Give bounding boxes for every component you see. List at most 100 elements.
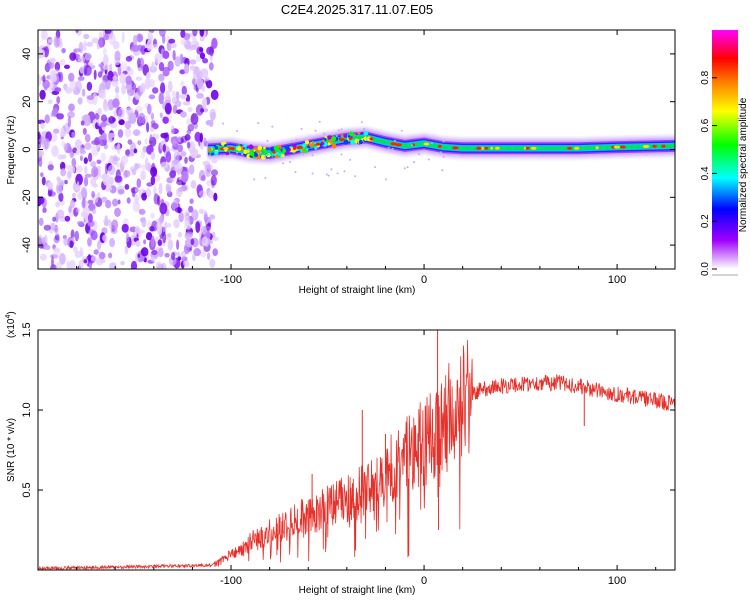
noise-blob bbox=[177, 256, 182, 261]
noise-blob bbox=[126, 66, 131, 71]
noise-blob bbox=[125, 149, 130, 156]
noise-blob bbox=[101, 79, 107, 91]
noise-blob bbox=[146, 122, 150, 133]
sparse-point bbox=[222, 122, 225, 125]
noise-blob bbox=[59, 59, 66, 66]
noise-blob bbox=[121, 84, 127, 95]
noise-blob bbox=[118, 119, 125, 126]
ridge-speckle bbox=[348, 131, 354, 137]
noise-blob bbox=[68, 72, 75, 82]
ridge-peak bbox=[223, 147, 229, 151]
noise-blob bbox=[165, 151, 172, 163]
ridge-speckle bbox=[302, 143, 307, 147]
noise-blob bbox=[134, 225, 140, 234]
sparse-point bbox=[318, 120, 321, 123]
noise-blob bbox=[162, 34, 166, 44]
noise-blob bbox=[151, 235, 155, 248]
noise-blob bbox=[61, 141, 66, 148]
noise-blob bbox=[47, 99, 53, 105]
noise-blob bbox=[42, 207, 47, 213]
noise-blob bbox=[77, 55, 86, 64]
noise-blob bbox=[56, 209, 65, 219]
sparse-point bbox=[289, 161, 291, 163]
noise-blob bbox=[88, 263, 92, 269]
noise-blob bbox=[154, 52, 162, 64]
noise-blob bbox=[132, 129, 141, 137]
ridge-peak bbox=[595, 146, 599, 150]
ridge-speckle bbox=[257, 145, 263, 151]
ridge-speckle bbox=[361, 131, 364, 135]
noise-blob bbox=[43, 224, 51, 231]
noise-blob bbox=[157, 225, 163, 235]
noise-blob bbox=[162, 231, 167, 244]
ridge-speckle bbox=[343, 139, 349, 145]
noise-blob bbox=[182, 101, 191, 106]
sparse-point bbox=[306, 148, 309, 151]
noise-blob bbox=[146, 182, 153, 187]
noise-blob bbox=[91, 166, 99, 178]
colorbar-tick-label: 0.0 bbox=[700, 262, 711, 276]
noise-blob bbox=[131, 44, 140, 52]
noise-blob bbox=[159, 215, 164, 224]
noise-blob bbox=[52, 216, 57, 222]
ridge-speckle bbox=[273, 145, 279, 151]
ridge-speckle bbox=[260, 154, 266, 160]
noise-blob bbox=[99, 258, 106, 264]
noise-blob bbox=[120, 260, 125, 266]
noise-blob bbox=[128, 112, 137, 124]
noise-blob bbox=[77, 220, 84, 226]
colorbar-tick-label: 0.2 bbox=[700, 214, 711, 228]
noise-blob bbox=[177, 168, 181, 176]
noise-blob bbox=[162, 143, 166, 153]
noise-blob bbox=[189, 198, 194, 204]
y-tick-label: 0 bbox=[21, 146, 33, 152]
noise-blob bbox=[100, 152, 106, 163]
noise-blob bbox=[124, 184, 130, 190]
noise-blob bbox=[104, 30, 112, 34]
noise-blob bbox=[76, 181, 80, 192]
noise-blob bbox=[121, 223, 129, 233]
ridge-peak bbox=[484, 146, 489, 150]
noise-blob bbox=[39, 253, 47, 261]
noise-blob bbox=[213, 192, 218, 202]
ridge-speckle bbox=[282, 148, 287, 153]
x-tick-label: 0 bbox=[421, 274, 427, 286]
noise-blob bbox=[87, 237, 92, 247]
noise-blob bbox=[183, 33, 191, 41]
noise-blob bbox=[209, 45, 215, 57]
y-tick-label: 1.5 bbox=[21, 322, 33, 337]
noise-blob bbox=[144, 138, 148, 145]
noise-blob bbox=[83, 114, 90, 121]
noise-blob bbox=[56, 113, 64, 120]
sparse-point bbox=[440, 151, 442, 154]
noise-blob bbox=[70, 165, 76, 174]
ridge-peak bbox=[452, 146, 459, 150]
noise-blob bbox=[199, 47, 204, 53]
noise-blob bbox=[160, 262, 167, 269]
noise-blob bbox=[112, 98, 120, 108]
noise-blob bbox=[49, 58, 56, 63]
noise-blob bbox=[114, 175, 123, 183]
noise-blob bbox=[125, 75, 132, 85]
noise-blob bbox=[160, 161, 168, 169]
noise-blob bbox=[138, 188, 146, 194]
noise-blob bbox=[170, 161, 176, 174]
noise-blob bbox=[60, 127, 65, 133]
ridge-speckle bbox=[210, 152, 214, 156]
noise-blob bbox=[68, 259, 76, 269]
noise-blob bbox=[61, 154, 67, 159]
noise-blob bbox=[64, 64, 70, 70]
noise-blob bbox=[177, 144, 183, 153]
colorbar: 0.0 0.2 0.4 0.6 0.8 Normalized spectral ampl… bbox=[700, 30, 749, 276]
noise-blob bbox=[90, 230, 98, 241]
noise-blob bbox=[71, 192, 77, 199]
sparse-point bbox=[403, 167, 406, 170]
ridge-speckle bbox=[284, 145, 290, 151]
noise-blob bbox=[149, 136, 154, 142]
noise-blob bbox=[83, 259, 88, 264]
ridge-speckle bbox=[224, 144, 227, 147]
noise-blob bbox=[82, 206, 90, 217]
sparse-point bbox=[406, 166, 409, 169]
noise-blob bbox=[199, 30, 205, 37]
noise-blob bbox=[108, 116, 115, 124]
